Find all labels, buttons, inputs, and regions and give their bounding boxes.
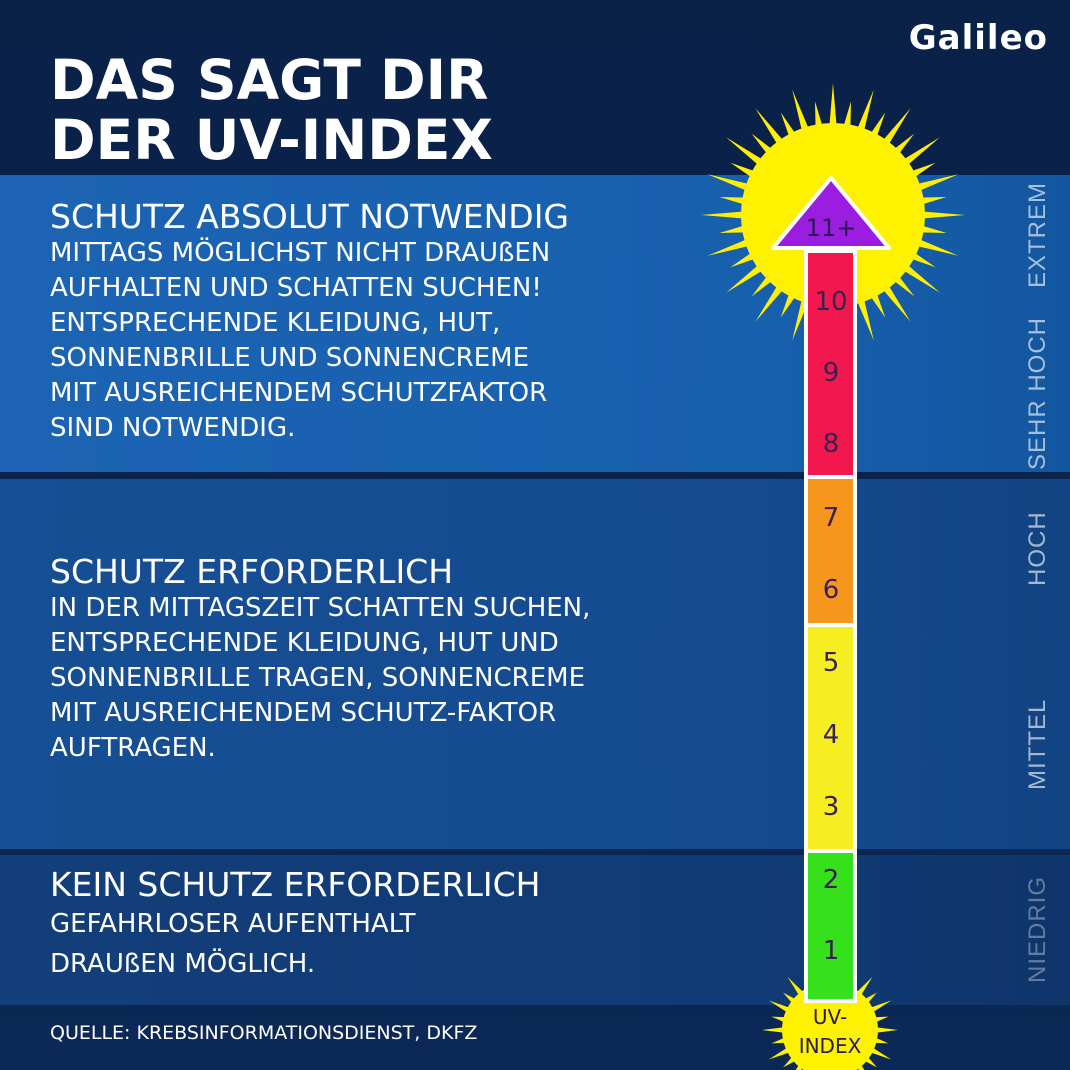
section-low: KEIN SCHUTZ ERFORDERLICH GEFAHRLOSER AUF…: [50, 866, 540, 984]
level-label-8: 8: [823, 429, 840, 459]
sun-ray: [755, 283, 785, 322]
level-label-10: 10: [814, 287, 847, 317]
section-line: AUFTRAGEN.: [50, 733, 216, 763]
sun-ray: [843, 101, 851, 129]
sun-ray: [719, 225, 747, 233]
sun-ray: [881, 108, 911, 147]
sun-ray: [701, 211, 746, 219]
level-label-11plus: 11+: [806, 214, 857, 242]
sun-ray: [755, 108, 785, 147]
section-line: GEFAHRLOSER AUFENTHALT: [50, 909, 416, 939]
segment-hoch: [804, 475, 857, 627]
sun-ray: [768, 1000, 791, 1014]
sun-ray: [919, 225, 947, 233]
sun-ray: [792, 89, 810, 133]
sun-ray: [855, 976, 873, 997]
sun-ray: [901, 263, 940, 293]
band-low: [0, 855, 1070, 1005]
section-line: ENTSPRECHENDE KLEIDUNG, HUT UND: [50, 628, 559, 658]
sun-ray: [920, 211, 965, 219]
sun-ray: [915, 238, 959, 256]
sun-ray: [856, 297, 874, 341]
segment-extrem-arrow: [771, 176, 891, 250]
title-line-2: DER UV-INDEX: [50, 108, 493, 172]
sun-ray: [730, 251, 757, 268]
level-label-7: 7: [823, 503, 840, 533]
sun-ray: [915, 174, 959, 192]
level-label-3: 3: [823, 792, 840, 822]
sun-ray: [901, 137, 940, 167]
sun-ray: [869, 291, 886, 318]
sun-ray: [829, 83, 837, 128]
title-line-1: DAS SAGT DIR: [50, 48, 489, 112]
uv-index-label-line2: INDEX: [799, 1034, 862, 1058]
section-heading: KEIN SCHUTZ ERFORDERLICH: [50, 865, 541, 904]
sun-ray: [726, 137, 765, 167]
sun-ray: [869, 112, 886, 139]
section-line: MIT AUSREICHENDEM SCHUTZFAKTOR: [50, 378, 548, 408]
section-line: DRAUßEN MÖGLICH.: [50, 949, 316, 979]
level-label-2: 2: [823, 865, 840, 895]
sun-ray: [874, 1027, 898, 1033]
galileo-logo: Galileo: [908, 18, 1048, 58]
sun-ray: [856, 89, 874, 133]
page-title: DAS SAGT DIR DER UV-INDEX: [50, 50, 493, 170]
section-line: SIND NOTWENDIG.: [50, 413, 296, 443]
sun-ray: [881, 283, 911, 322]
level-label-6: 6: [823, 575, 840, 605]
source-note: QUELLE: KREBSINFORMATIONSDIENST, DKFZ: [50, 1022, 478, 1044]
sun-ray: [762, 1027, 786, 1033]
sun-ray: [726, 263, 765, 293]
section-line: MITTAGS MÖGLICHST NICHT DRAUßEN: [50, 238, 551, 268]
sun-ray: [869, 1046, 892, 1060]
level-label-5: 5: [823, 648, 840, 678]
sun-ray: [768, 1046, 791, 1060]
section-heading: SCHUTZ ERFORDERLICH: [50, 552, 454, 591]
band-high: [0, 479, 1070, 849]
section-high: SCHUTZ ERFORDERLICH IN DER MITTAGSZEIT S…: [50, 553, 590, 766]
section-line: IN DER MITTAGSZEIT SCHATTEN SUCHEN,: [50, 593, 591, 623]
sun-ray: [780, 112, 797, 139]
sun-ray: [815, 101, 823, 129]
segment-sehr-hoch: [804, 249, 857, 479]
section-line: SONNENBRILLE TRAGEN, SONNENCREME: [50, 663, 586, 693]
uv-index-label-line1: UV-: [813, 1005, 847, 1029]
level-label-4: 4: [823, 720, 840, 750]
level-label-1: 1: [823, 936, 840, 966]
sun-ray: [919, 197, 947, 205]
level-label-9: 9: [823, 358, 840, 388]
section-extreme: SCHUTZ ABSOLUT NOTWENDIG MITTAGS MÖGLICH…: [50, 198, 569, 446]
section-line: SONNENBRILLE UND SONNENCREME: [50, 343, 529, 373]
sun-ray: [730, 162, 757, 179]
sun-bottom: [782, 982, 878, 1070]
sun-ray: [869, 1000, 892, 1014]
sun-ray: [909, 251, 936, 268]
sun-ray: [707, 238, 751, 256]
section-heading: SCHUTZ ABSOLUT NOTWENDIG: [50, 197, 570, 236]
section-line: MIT AUSREICHENDEM SCHUTZ-FAKTOR: [50, 698, 557, 728]
section-line: ENTSPRECHENDE KLEIDUNG, HUT,: [50, 308, 501, 338]
sun-ray: [707, 174, 751, 192]
sun-ray: [780, 291, 797, 318]
sun-ray: [909, 162, 936, 179]
sun-ray: [787, 976, 805, 997]
sun-ray: [719, 197, 747, 205]
section-line: AUFHALTEN UND SCHATTEN SUCHEN!: [50, 273, 542, 303]
